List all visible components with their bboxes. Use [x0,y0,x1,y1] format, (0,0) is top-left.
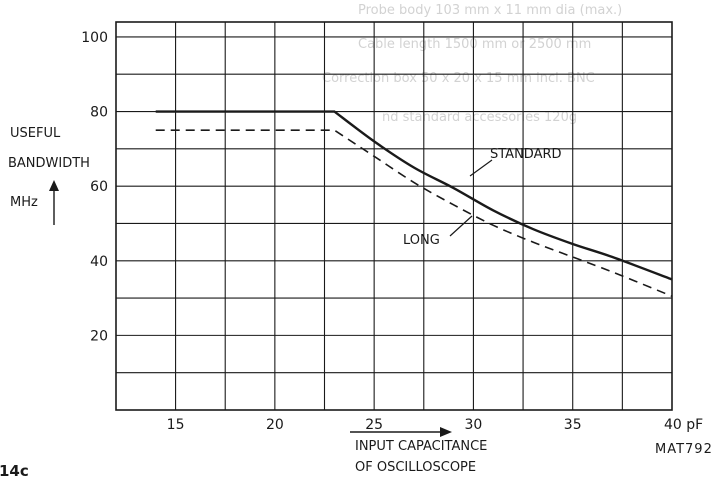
x-axis-arrow [350,427,452,437]
x-tick-labels: 15 20 25 30 35 40 pF [167,417,704,433]
x-axis-label-line-2: OF OSCILLOSCOPE [355,460,476,475]
series-label-long: LONG [403,233,440,248]
y-tick-label: 80 [90,105,108,121]
x-tick-label: 15 [167,417,185,433]
bleed-text-line-3: Correction box 50 x 20 x 15 mm incl. BNC [322,71,595,86]
figure-number-fragment: 14c [0,462,29,480]
bleed-text-line-1: Probe body 103 mm x 11 mm dia (max.) [358,3,622,18]
leader-line-long [449,215,473,237]
bleed-text-line-4: nd standard accessories 120g [382,110,577,125]
y-tick-labels: 20 40 60 80 100 [81,30,108,344]
x-axis-label-line-1: INPUT CAPACITANCE [355,439,487,454]
y-axis-label-line-1: USEFUL [10,126,61,141]
bleed-text-line-2: Cable length 1500 mm or 2500 mm [358,37,591,52]
y-axis-label-line-2: BANDWIDTH [8,156,90,171]
x-tick-label: 30 [465,417,483,433]
x-tick-label: 40 pF [664,417,703,433]
x-tick-label: 25 [365,417,383,433]
y-axis-arrow [49,180,59,225]
y-tick-label: 40 [90,254,108,270]
y-tick-label: 100 [81,30,108,46]
y-tick-label: 20 [90,328,108,344]
series-label-standard: STANDARD [490,147,562,162]
x-tick-label: 35 [564,417,582,433]
y-tick-label: 60 [90,179,108,195]
plot-frame [115,21,673,411]
x-tick-label: 20 [266,417,284,433]
y-axis-unit: MHz [10,195,38,210]
series-lines: STANDARD LONG [155,110,673,297]
leader-line-standard [469,159,493,177]
figure-code: MAT792 [655,442,713,457]
series-line-long [155,129,673,297]
series-line-standard [155,110,673,281]
